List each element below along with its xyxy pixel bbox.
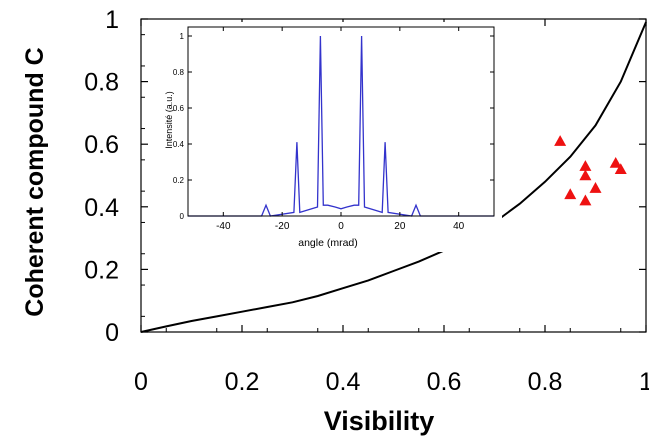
- x-tick-label: 0: [134, 368, 148, 396]
- inset-y-tick-label: 0.6: [173, 104, 185, 113]
- intensity-curve: [188, 35, 494, 217]
- data-point: [614, 163, 627, 175]
- inset-y-axis-title: Intensité (a.u.): [164, 91, 174, 149]
- x-tick-label: 1: [639, 368, 649, 396]
- y-tick-label: 1: [105, 6, 119, 34]
- inset-background: [160, 22, 502, 252]
- data-point: [579, 160, 592, 171]
- inset-y-tick-label: 0.4: [173, 140, 185, 149]
- inset-y-tick-label: 0.8: [173, 68, 185, 77]
- inset-x-tick-label: -20: [275, 221, 290, 232]
- data-point: [609, 156, 622, 168]
- y-axis-title: Coherent compound C: [21, 47, 49, 316]
- y-tick-label: 0.6: [84, 131, 119, 159]
- data-point: [579, 194, 592, 206]
- inset-x-tick-label: -40: [216, 221, 231, 232]
- inset-y-tick-labels: 0 0.2 0.4 0.6 0.8 1: [173, 32, 185, 221]
- data-point: [564, 188, 577, 200]
- main-x-tick-labels: 0 0.2 0.4 0.6 0.8 1: [134, 368, 649, 396]
- x-tick-label: 0.8: [528, 368, 563, 396]
- x-axis-title: Visibility: [324, 406, 435, 436]
- x-tick-label: 0.2: [225, 368, 260, 396]
- main-y-tick-labels: 0 0.2 0.4 0.6 0.8 1: [84, 6, 119, 347]
- y-tick-label: 0.8: [84, 69, 119, 97]
- inset-plot-frame: [187, 26, 495, 217]
- theory-curve: [140, 21, 647, 333]
- inset-x-tick-labels: -40 -20 0 20 40: [216, 221, 465, 232]
- inset-x-tick-label: 0: [338, 221, 344, 232]
- inset-y-tick-label: 0.2: [173, 176, 185, 185]
- inset-y-tick-label: 1: [180, 32, 185, 41]
- inset-x-tick-label: 20: [394, 221, 406, 232]
- x-tick-label: 0.4: [326, 368, 361, 396]
- main-plot-frame: [140, 18, 647, 333]
- x-tick-label: 0.6: [427, 368, 462, 396]
- inset-y-tick-label: 0: [180, 212, 185, 221]
- data-point: [589, 182, 602, 193]
- inset-x-tick-label: 40: [453, 221, 465, 232]
- y-tick-label: 0: [105, 319, 119, 347]
- data-point: [579, 169, 592, 181]
- y-tick-label: 0.4: [84, 194, 119, 222]
- y-tick-label: 0.2: [84, 256, 119, 284]
- inset-x-axis-title: angle (mrad): [298, 237, 358, 249]
- measurement-points: [554, 135, 627, 206]
- data-point: [554, 135, 567, 146]
